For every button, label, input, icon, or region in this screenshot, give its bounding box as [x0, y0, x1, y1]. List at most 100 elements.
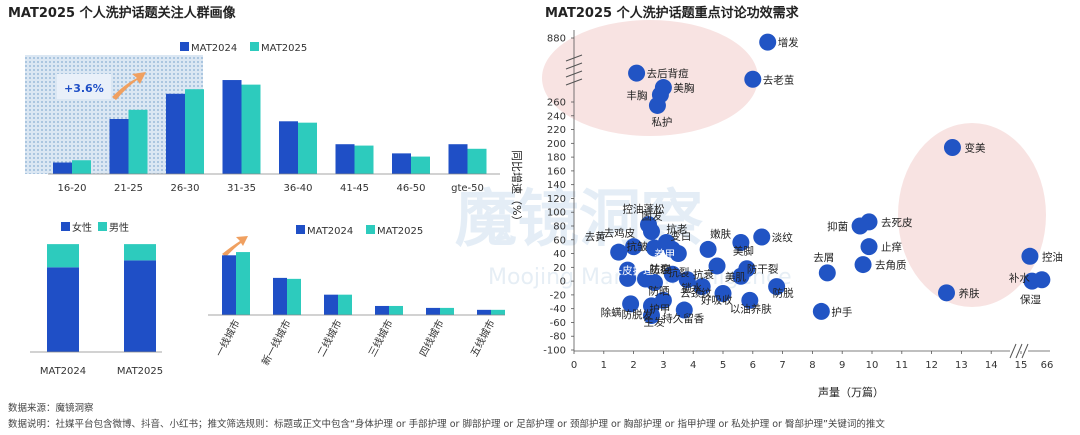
scatter-point-养肤 [938, 284, 955, 302]
point-label: 抗衰 [693, 268, 714, 281]
y-break-mark [565, 78, 583, 86]
bar-age-46-50-MAT2024 [392, 153, 411, 174]
right-title: MAT2025 个人洗护话题重点讨论功效需求 [545, 5, 800, 21]
scatter-point-美脚 [732, 234, 750, 252]
x-tick-label: 41-45 [340, 183, 369, 194]
bar-city-四线城市-MAT2025 [440, 307, 454, 315]
y-axis-break [565, 54, 583, 86]
legend-label-male: 男性 [109, 221, 129, 234]
legend-swatch-mat2024 [180, 42, 189, 51]
bar-city-一线城市-MAT2024 [222, 255, 236, 315]
scatter-point-控油 [1021, 247, 1039, 265]
point-label: 变美 [964, 141, 985, 154]
point-label: 好吸收 [701, 294, 733, 307]
point-label: 私护 [651, 115, 672, 128]
scatter-point-去角质 [854, 256, 872, 274]
bar-gender-MAT2024-女性 [47, 267, 79, 352]
point-label: 去黄 [585, 230, 606, 243]
point-label: 防晒 [648, 284, 669, 297]
point-label: 防脱发 [621, 308, 653, 321]
y-tick-label: -40 [550, 304, 566, 315]
age-legend: MAT2024 MAT2025 [180, 42, 307, 54]
bar-city-新一线城市-MAT2024 [273, 277, 287, 315]
scatter-point-固发 [642, 223, 660, 241]
point-label: 去后背痘 [647, 67, 689, 80]
legend-swatch-male [98, 222, 107, 231]
scatter-point-淡纹 [753, 228, 771, 246]
scatter-point-除螨 [622, 295, 640, 313]
x-tick-label: 13 [955, 360, 968, 371]
x-tick-label: 五线城市 [467, 317, 497, 358]
point-label: 养甲 [654, 248, 675, 261]
scatter-point-防晒 [645, 273, 663, 291]
point-label: 防干裂 [747, 262, 779, 275]
trend-arrow-icon [222, 236, 248, 257]
legend-swatch-mat2025 [250, 42, 259, 51]
scatter-point-抑菌 [851, 217, 869, 235]
x-axis-break [1009, 343, 1029, 359]
scatter-point-变美 [943, 138, 961, 156]
point-label: 以油养肤 [730, 302, 772, 315]
bar-city-二线城市-MAT2025 [338, 294, 352, 315]
age-chart: MAT2024 MAT2025 +3.6% 16-20 21-25 26-30 31-… [25, 42, 500, 194]
y-tick-label: -80 [550, 332, 566, 343]
x-axis-title: 声量（万篇） [818, 385, 884, 399]
point-label: 抗裂 [668, 266, 689, 279]
legend-label-mat2025: MAT2025 [261, 43, 307, 54]
legend-swatch-mat2024 [296, 225, 305, 234]
x-break-mark [1009, 343, 1017, 359]
y-break-mark [565, 70, 583, 78]
bar-city-五线城市-MAT2025 [491, 309, 505, 315]
point-label: 去角质 [875, 260, 907, 272]
city-legend: MAT2024 MAT2025 [296, 225, 423, 237]
point-label: 控油蓬松 [623, 203, 665, 216]
bar-city-二线城市-MAT2024 [324, 294, 338, 315]
legend-label-mat2025: MAT2025 [377, 226, 423, 237]
x-tick-label: 15 [1015, 360, 1028, 371]
scatter-point-抗皱 [645, 239, 663, 257]
point-label: 变白 [670, 229, 691, 242]
scatter-point-保湿 [1023, 272, 1041, 290]
point-label: 护手 [831, 305, 852, 318]
scatter-point-去颈纹 [693, 278, 711, 296]
point-label: 护甲 [649, 302, 670, 315]
scatter-point-去屑 [818, 264, 836, 282]
x-tick-label: 5 [720, 360, 726, 371]
point-label: 防裂 [650, 263, 671, 276]
bar-gender-MAT2025-女性 [124, 260, 156, 352]
point-label: 淡纹 [772, 231, 793, 244]
y-axis-title: 同比增速（%） [510, 150, 524, 226]
point-label: 除螨 [601, 306, 622, 319]
legend-swatch-female [61, 222, 70, 231]
point-label: 抗皱 [626, 240, 647, 253]
y-tick-label: -60 [550, 318, 566, 329]
y-tick-label: 880 [547, 34, 566, 45]
age-annotation: +3.6% [57, 72, 146, 100]
x-break-mark [1021, 343, 1029, 359]
x-tick-label: 9 [839, 360, 845, 371]
point-label: 祛痘 [650, 262, 671, 275]
x-tick-label: 一线城市 [212, 317, 242, 358]
point-label: 去颈纹 [680, 287, 712, 300]
point-label: 美肌 [725, 271, 746, 284]
y-tick-label: 140 [547, 180, 566, 191]
bar-city-四线城市-MAT2024 [426, 307, 440, 315]
y-tick-label: 240 [547, 111, 566, 122]
x-tick-label: 新一线城市 [259, 317, 294, 367]
bar-city-三线城市-MAT2025 [389, 305, 403, 315]
x-tick-label: 46-50 [396, 183, 425, 194]
x-tick-label: 7 [779, 360, 785, 371]
scatter-point-好吸收 [714, 285, 732, 303]
x-break-mark [1015, 343, 1023, 359]
bar-age-46-50-MAT2025 [411, 156, 430, 174]
scatter-point-止痒 [860, 238, 878, 256]
y-tick-label: 220 [547, 125, 566, 136]
bar-city-三线城市-MAT2024 [375, 305, 389, 315]
point-label: 去鸡皮 [604, 227, 636, 240]
legend-label-female: 女性 [72, 221, 92, 234]
y-tick-label: 200 [547, 139, 566, 150]
point-label: 保湿 [1020, 293, 1042, 306]
bar-city-五线城市-MAT2024 [477, 309, 491, 315]
point-label: 持久留香 [662, 312, 704, 325]
